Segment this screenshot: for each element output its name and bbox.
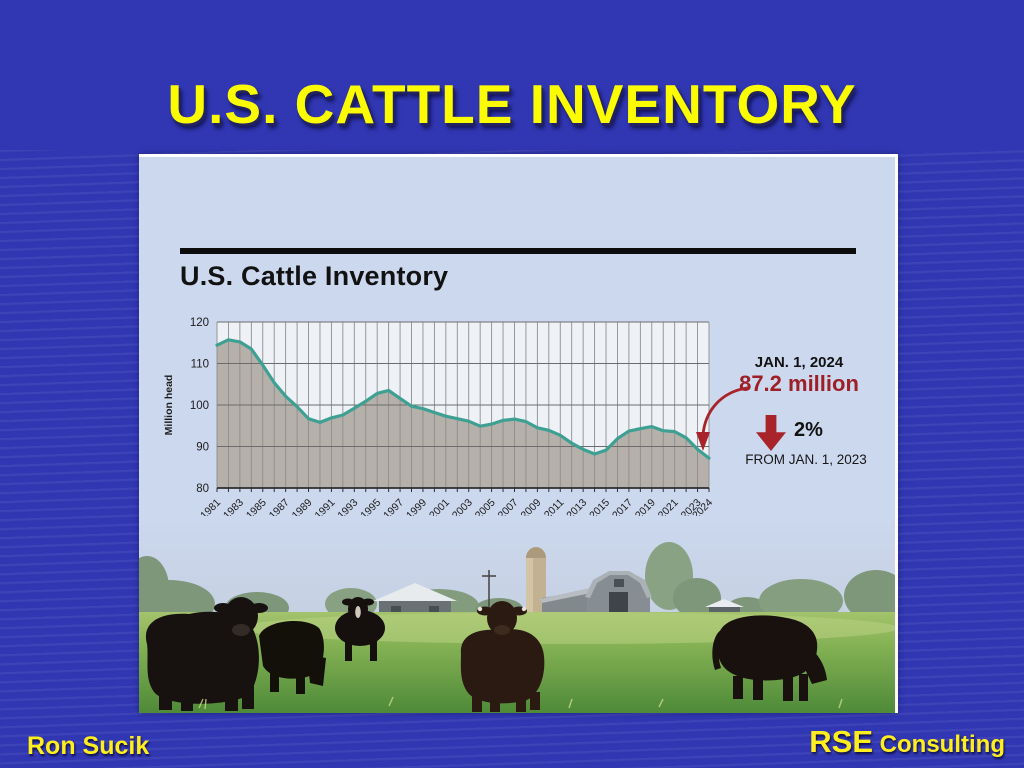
cow-silhouette-small	[335, 597, 385, 661]
svg-text:80: 80	[196, 483, 209, 495]
cow-silhouette-grazing-right	[712, 615, 827, 701]
svg-text:90: 90	[196, 442, 209, 454]
silo	[526, 547, 546, 619]
author-credit: Ron Sucik	[27, 732, 150, 760]
cow-silhouette-front-left	[145, 597, 268, 711]
company-name-rest: Consulting	[873, 731, 1005, 758]
annotation-date: JAN. 1, 2024	[754, 354, 844, 371]
down-arrow-icon	[756, 415, 786, 451]
slide-title: U.S. CATTLE INVENTORY	[167, 73, 857, 135]
y-axis-label: Million head	[163, 375, 175, 436]
chart-title: U.S. Cattle Inventory	[180, 261, 449, 291]
annotation-value: 87.2 million	[739, 371, 859, 396]
grass-tufts	[198, 696, 843, 710]
annotation-percent: 2%	[794, 419, 823, 441]
figure-divider	[180, 248, 856, 254]
cow-silhouette-grazing-left	[259, 621, 326, 694]
figure-card: U.S. Cattle Inventory 80 90 100 110 120 Milli…	[139, 154, 898, 713]
svg-text:110: 110	[191, 359, 209, 371]
annotation-from: FROM JAN. 1, 2023	[745, 452, 867, 467]
svg-text:100: 100	[190, 400, 209, 412]
pasture-scene	[139, 516, 895, 713]
svg-text:120: 120	[190, 317, 209, 329]
cow-silhouette-brown-center	[460, 601, 545, 712]
inventory-line	[215, 338, 711, 460]
company-credit: RSE Consulting	[809, 724, 1005, 760]
curved-arrow-icon	[696, 386, 749, 451]
company-name-bold: RSE	[809, 724, 874, 759]
